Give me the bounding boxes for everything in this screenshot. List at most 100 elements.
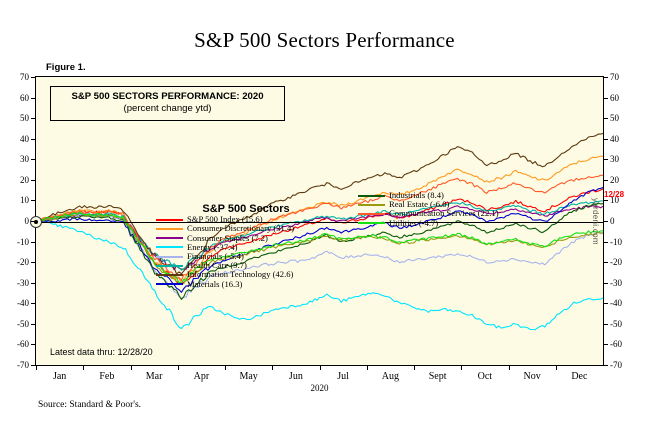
x-tick xyxy=(36,365,37,370)
x-tick xyxy=(461,365,463,370)
legend-item: Industrials (8.4) xyxy=(358,190,558,200)
y-tick-right xyxy=(603,241,608,243)
y-tick-label: -10 xyxy=(17,236,29,247)
x-tick-label: Apr xyxy=(193,371,210,382)
legend-label: S&P 500 Index (15.6) xyxy=(187,214,263,225)
y-tick-left xyxy=(31,323,36,325)
legend-item: Energy (-37.4) xyxy=(156,242,336,252)
y-tick-label: -50 xyxy=(17,318,29,329)
end-value-label: 12/28 xyxy=(604,190,625,199)
y-tick-left xyxy=(31,221,36,222)
x-tick-label: Feb xyxy=(99,371,115,382)
series-line xyxy=(36,211,603,284)
y-tick-left xyxy=(31,282,36,284)
legend-item: Consumer Staples (7.2) xyxy=(156,233,336,243)
y-tick-right xyxy=(603,221,608,222)
origin-marker xyxy=(30,216,42,228)
y-tick-label: 50 xyxy=(610,113,619,124)
legend-color-swatch xyxy=(358,222,385,225)
latest-data-note: Latest data thru: 12/28/20 xyxy=(50,347,153,357)
zero-reference-line xyxy=(36,222,603,223)
chart-canvas xyxy=(36,77,603,365)
y-tick-label: 10 xyxy=(610,195,619,206)
series-line xyxy=(36,174,603,282)
x-tick-label: Aug xyxy=(381,371,399,382)
page-title: S&P 500 Sectors Performance xyxy=(194,28,455,52)
x-axis-title: 2020 xyxy=(310,383,329,393)
y-tick-label: -70 xyxy=(610,360,622,370)
legend-item: S&P 500 Index (15.6) xyxy=(156,214,336,225)
y-tick-label: 0 xyxy=(24,216,30,226)
legend-item: Materials (16.3) xyxy=(156,278,336,289)
legend-color-swatch xyxy=(156,246,183,249)
legend-label: Health Care (9.7) xyxy=(187,260,247,271)
source-note: Source: Standard & Poor's. xyxy=(38,400,142,410)
y-tick-label: 10 xyxy=(20,195,29,206)
legend-item: Utilities (-4.7) xyxy=(358,218,558,228)
y-tick-right xyxy=(603,138,608,140)
x-tick xyxy=(272,365,274,370)
y-tick-label: -20 xyxy=(17,257,29,268)
x-tick-label: Sept xyxy=(428,371,447,382)
y-tick-label: -70 xyxy=(17,360,29,370)
chart-title: S&P 500 SECTORS PERFORMANCE: 2020 xyxy=(71,91,264,102)
y-tick-left xyxy=(31,118,36,120)
legend-label: Financials (-5.4) xyxy=(187,250,244,261)
legend-left-heading: S&P 500 Sectors xyxy=(202,203,290,215)
chart-subtitle: (percent change ytd) xyxy=(123,103,212,114)
legend-color-swatch xyxy=(156,264,183,267)
legend-right: Industrials (8.4) Real Estate (-6.0) Commu… xyxy=(358,190,558,228)
y-tick-label: 20 xyxy=(20,174,29,185)
x-tick xyxy=(414,365,415,370)
y-tick-left xyxy=(31,241,36,243)
x-tick xyxy=(83,365,85,370)
y-tick-left xyxy=(31,179,36,181)
y-tick-label: 30 xyxy=(610,154,619,165)
y-tick-right xyxy=(603,159,608,161)
chart-plot-area: 70 60 50 40 30 20 10 0 -10 -20 -30 -40 -50 -60 -70 70 6… xyxy=(17,72,622,382)
y-tick-right xyxy=(603,344,608,346)
y-tick-right xyxy=(603,303,608,305)
y-tick-left xyxy=(31,138,36,140)
y-tick-label: 0 xyxy=(610,216,615,226)
legend-label: Real Estate (-6.0) xyxy=(389,199,450,210)
legend-item: Financials (-5.4) xyxy=(156,250,336,261)
y-tick-left xyxy=(31,303,36,305)
y-tick-label: 70 xyxy=(610,72,619,82)
legend-item: Communication Services (22.1) xyxy=(358,209,558,218)
legend-color-swatch xyxy=(156,273,183,276)
legend-color-swatch xyxy=(358,203,385,206)
y-tick-right xyxy=(603,179,608,181)
y-tick-label: 20 xyxy=(610,174,619,185)
x-tick xyxy=(508,365,510,370)
legend-label: Communication Services (22.1) xyxy=(389,208,499,219)
series-lines xyxy=(36,132,603,331)
x-tick-label: Jun xyxy=(288,371,303,382)
x-tick-label: May xyxy=(239,371,258,382)
y-tick-label: 40 xyxy=(610,133,619,144)
legend-label: Industrials (8.4) xyxy=(389,190,444,200)
legend-label: Materials (16.3) xyxy=(187,278,243,289)
figure-label: Figure 1. xyxy=(46,62,86,73)
legend-item: Consumer Discretionary (31.4) xyxy=(156,224,336,233)
x-tick xyxy=(225,365,226,370)
y-tick-label: 60 xyxy=(20,92,29,103)
y-tick-label: 70 xyxy=(20,72,29,82)
y-tick-right xyxy=(603,77,608,78)
legend-color-swatch xyxy=(156,218,183,221)
legend-item: Health Care (9.7) xyxy=(156,260,336,271)
y-tick-label: -30 xyxy=(610,277,622,288)
y-tick-label: -40 xyxy=(610,298,622,309)
x-tick-label: Nov xyxy=(523,371,541,382)
legend-color-swatch xyxy=(156,283,183,286)
legend-color-swatch xyxy=(156,237,183,240)
series-line xyxy=(36,204,603,271)
y-tick-right xyxy=(603,323,608,325)
x-tick-label: Oct xyxy=(477,371,493,382)
legend-color-swatch xyxy=(156,227,183,230)
series-line xyxy=(36,132,603,275)
y-tick-label: -30 xyxy=(17,277,29,288)
y-tick-left xyxy=(31,262,36,264)
y-tick-label: 40 xyxy=(20,133,29,144)
